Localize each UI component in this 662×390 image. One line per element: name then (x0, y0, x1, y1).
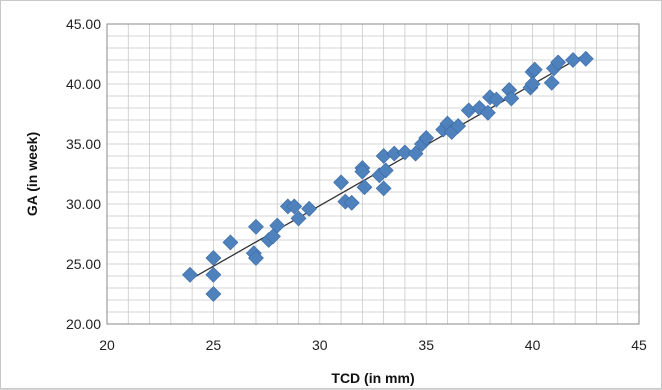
tick-labels: 20 25 30 35 40 45 20.00 25.00 30.00 35.00 40.00 45.… (66, 16, 647, 353)
y-axis-title: GA (in week) (24, 132, 40, 216)
data-point (205, 266, 222, 283)
data-point (354, 163, 371, 180)
data-point (550, 54, 567, 71)
data-point (269, 217, 286, 234)
y-tick-label: 25.00 (66, 256, 101, 272)
y-tick-label: 35.00 (66, 136, 101, 152)
y-tick-label: 45.00 (66, 16, 101, 32)
data-point (356, 179, 373, 196)
data-point (407, 145, 424, 162)
data-point (290, 210, 307, 227)
data-point (286, 198, 303, 215)
data-point (526, 61, 543, 78)
x-tick-label: 45 (631, 337, 647, 353)
data-point (248, 250, 264, 266)
plot-area-border (106, 23, 640, 325)
data-point (375, 180, 392, 197)
data-point (205, 286, 222, 302)
x-tick-label: 25 (206, 337, 222, 353)
data-point (222, 234, 239, 251)
data-point (543, 74, 560, 91)
data-point (450, 118, 467, 134)
data-point (377, 162, 394, 179)
x-tick-label: 35 (418, 337, 434, 353)
data-point (565, 52, 581, 68)
y-tick-label: 40.00 (66, 76, 101, 92)
data-point (524, 76, 541, 92)
y-tick-label: 20.00 (66, 316, 101, 332)
x-axis-title: TCD (in mm) (331, 370, 414, 386)
data-point (488, 91, 505, 108)
data-point (301, 200, 318, 217)
data-point (577, 50, 594, 67)
data-point (503, 90, 520, 107)
data-point (333, 174, 350, 191)
y-tick-label: 30.00 (66, 196, 101, 212)
data-point (479, 104, 496, 121)
x-tick-label: 20 (99, 337, 115, 353)
data-point (396, 144, 413, 161)
data-point (343, 194, 360, 211)
data-point (418, 130, 435, 146)
x-tick-label: 30 (312, 337, 328, 353)
data-point (248, 218, 264, 235)
data-point (182, 266, 198, 283)
data-point (205, 250, 222, 266)
x-tick-label: 40 (525, 337, 541, 353)
data-points (182, 50, 594, 302)
